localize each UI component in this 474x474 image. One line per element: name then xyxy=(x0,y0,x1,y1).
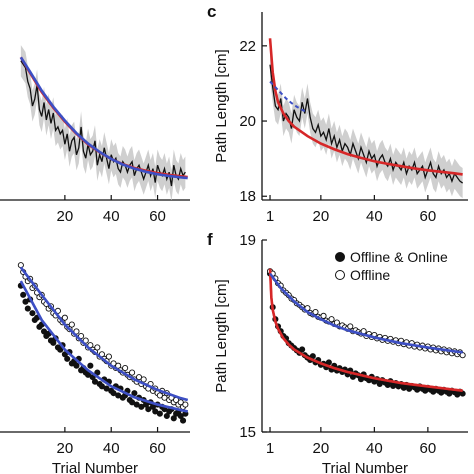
filled-data-point xyxy=(84,371,92,378)
legend-open-marker xyxy=(335,270,345,280)
filled-data-point xyxy=(103,385,110,392)
fit-line xyxy=(268,272,463,354)
filled-data-point xyxy=(98,383,106,390)
open-data-point xyxy=(78,332,85,340)
plot-area xyxy=(17,262,189,424)
open-data-point xyxy=(347,323,354,330)
panel-letter: f xyxy=(207,230,213,249)
x-tick-label: 60 xyxy=(420,440,437,457)
x-axis-label: Trial Number xyxy=(52,460,138,474)
panel-c: 1 20 40 60 18 20 22 Path Length [cm] c xyxy=(207,2,468,225)
y-tick-label: 18 xyxy=(239,188,256,205)
fit-line xyxy=(268,38,463,176)
filled-data-point xyxy=(129,399,136,406)
confidence-band xyxy=(270,49,463,199)
filled-data-point xyxy=(22,298,29,305)
panel-f: 1 20 40 60 15 19 Trial Number Path Length [cm] f… xyxy=(207,230,468,474)
filled-data-point xyxy=(29,310,36,317)
filled-data-point xyxy=(91,378,99,385)
x-tick-label: 40 xyxy=(366,440,383,457)
fit-line xyxy=(268,268,463,392)
raw-series-line xyxy=(269,64,464,184)
open-data-point xyxy=(73,328,80,335)
x-tick-label: 60 xyxy=(420,208,437,225)
panel-e: 20 40 60 Trial Number xyxy=(0,262,190,474)
confidence-band xyxy=(20,45,186,200)
x-tick-label: 1 xyxy=(266,440,274,457)
filled-data-point xyxy=(459,390,466,397)
filled-data-point xyxy=(24,305,31,312)
filled-data-point xyxy=(145,406,152,413)
filled-data-point xyxy=(133,401,140,408)
filled-data-point xyxy=(64,355,71,362)
filled-data-point xyxy=(357,376,365,383)
legend-label: Offline xyxy=(350,267,390,283)
filled-data-point xyxy=(299,346,306,353)
filled-data-point xyxy=(20,291,27,298)
x-tick-label: 60 xyxy=(149,440,166,457)
open-data-point xyxy=(94,344,101,351)
filled-data-point xyxy=(138,403,145,410)
fit-line xyxy=(19,56,188,180)
plot-area xyxy=(19,45,188,200)
y-axis-label: Path Length [cm] xyxy=(213,49,230,162)
x-tick-label: 20 xyxy=(313,208,330,225)
y-tick-label: 15 xyxy=(239,424,256,441)
open-data-point xyxy=(17,262,24,269)
plot-area xyxy=(268,38,464,199)
filled-data-point xyxy=(131,390,138,397)
panel-letter: c xyxy=(207,2,216,21)
filled-data-point xyxy=(156,410,163,417)
panel-a: 20 40 60 xyxy=(0,45,190,225)
x-tick-label: 40 xyxy=(103,440,120,457)
open-data-point xyxy=(312,308,319,316)
x-tick-label: 20 xyxy=(57,440,74,457)
open-data-point xyxy=(122,364,129,372)
x-tick-label: 1 xyxy=(266,208,274,225)
open-data-point xyxy=(182,401,189,408)
plot-area xyxy=(266,268,466,398)
open-data-point xyxy=(140,376,147,383)
fit-line xyxy=(19,280,188,413)
filled-data-point xyxy=(87,362,94,369)
x-axis-label: Trial Number xyxy=(322,460,408,474)
fit-line xyxy=(269,80,308,114)
open-data-point xyxy=(328,316,335,323)
y-axis-label: Path Length [cm] xyxy=(213,279,230,392)
filled-data-point xyxy=(115,392,122,399)
open-data-point xyxy=(82,337,89,344)
filled-data-point xyxy=(179,417,187,424)
y-tick-label: 19 xyxy=(239,232,256,249)
x-tick-label: 20 xyxy=(57,208,74,225)
open-data-point xyxy=(61,314,68,321)
open-data-point xyxy=(320,312,327,319)
x-tick-label: 40 xyxy=(366,208,383,225)
x-tick-label: 40 xyxy=(103,208,120,225)
x-tick-label: 60 xyxy=(149,208,166,225)
x-tick-label: 20 xyxy=(313,440,330,457)
fit-line xyxy=(19,266,188,402)
open-data-point xyxy=(129,369,136,376)
open-data-point xyxy=(105,353,112,360)
filled-data-point xyxy=(152,408,159,415)
legend-filled-marker xyxy=(335,252,345,262)
filled-data-point xyxy=(110,390,117,397)
open-data-point xyxy=(135,374,143,381)
open-data-point xyxy=(68,321,75,328)
open-data-point xyxy=(459,352,466,359)
y-tick-label: 20 xyxy=(239,113,256,130)
legend-label: Offline & Online xyxy=(350,249,448,265)
y-tick-label: 22 xyxy=(239,38,256,55)
filled-data-point xyxy=(73,362,80,369)
fit-line xyxy=(269,272,463,354)
